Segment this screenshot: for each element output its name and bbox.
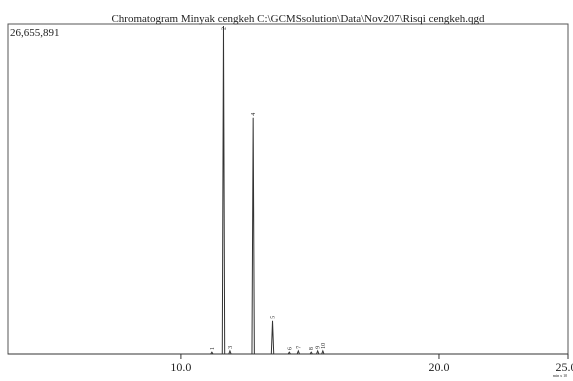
chromatogram-peak <box>251 117 255 355</box>
peaks: 1 2 3 4 5 6 7 8 9 10 <box>210 25 327 355</box>
chromatogram-peak <box>316 349 320 355</box>
chromatogram-peak <box>221 25 226 355</box>
chromatogram-peak <box>321 349 325 355</box>
peak-label: 8 <box>309 347 315 350</box>
peak-label: 10 <box>321 343 327 349</box>
plot-frame <box>7 23 569 355</box>
peak-label: 4 <box>251 113 257 116</box>
x-tick-label: 10.0 <box>170 360 191 374</box>
peak-label: 1 <box>210 347 216 350</box>
chromatogram-peak <box>210 351 214 355</box>
peak-label: 6 <box>287 347 293 350</box>
corner-note: min x 10 <box>553 373 567 378</box>
peak-label: 7 <box>296 346 302 349</box>
chromatogram-peak <box>228 349 232 355</box>
x-axis-ticks: 10.0 20.0 25.0 <box>170 354 573 374</box>
peak-label: 9 <box>316 346 322 349</box>
peak-label: 3 <box>228 346 234 349</box>
chart-title: Chromatogram Minyak cengkeh C:\GCMSsolut… <box>111 13 485 25</box>
x-tick-label: 25.0 <box>556 360 573 374</box>
chromatogram-peak <box>270 320 275 355</box>
peak-label: 5 <box>271 316 277 319</box>
chromatogram-peak <box>287 351 291 355</box>
x-tick-label: 20.0 <box>428 360 449 374</box>
chromatogram-peak <box>296 349 300 355</box>
peak-label: 2 <box>221 27 227 30</box>
y-max-label: 26,655,891 <box>10 27 60 39</box>
chromatogram-peak <box>309 351 313 355</box>
